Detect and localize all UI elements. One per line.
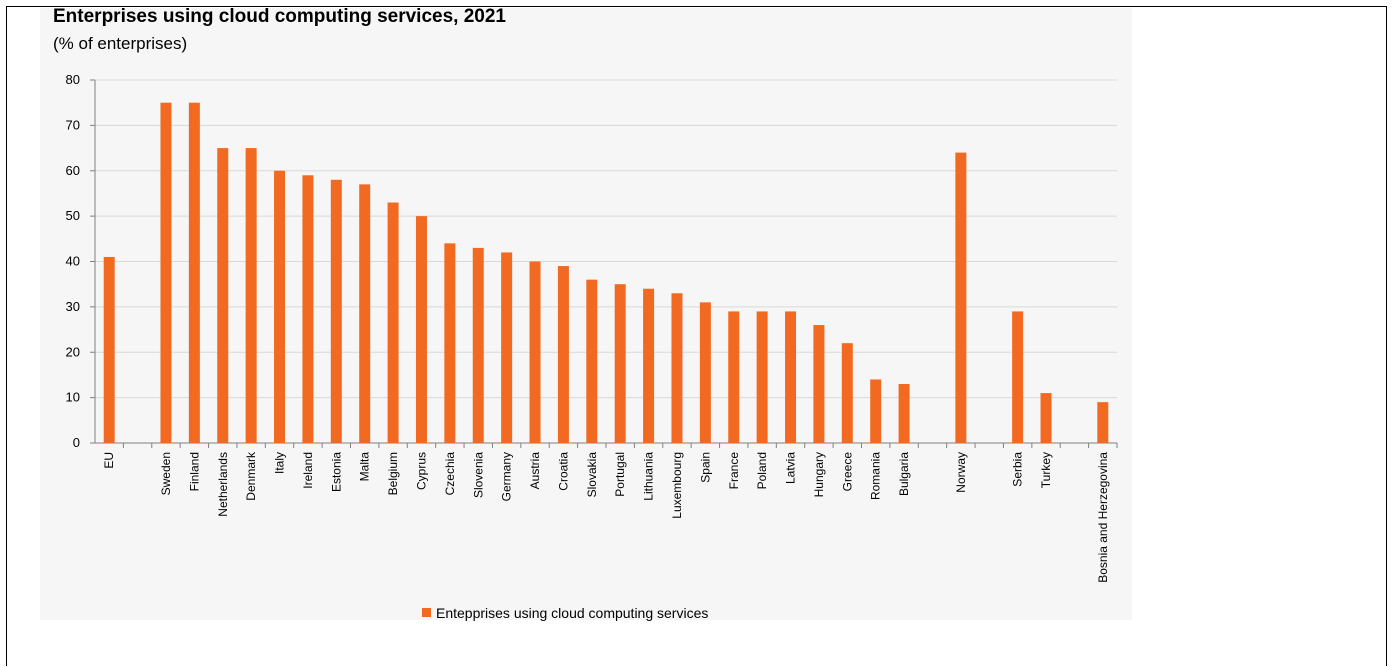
bar	[643, 288, 655, 443]
x-category-label: Netherlands	[216, 452, 230, 517]
x-category-label: Latvia	[784, 452, 798, 484]
bar	[387, 202, 399, 443]
bar	[472, 247, 484, 443]
bar	[415, 216, 427, 443]
x-category-label: Norway	[954, 452, 968, 493]
bar	[870, 379, 882, 443]
x-category-label: Bulgaria	[897, 452, 911, 496]
bar	[245, 148, 257, 443]
x-category-label: Ireland	[301, 452, 315, 489]
y-tick-label: 60	[66, 163, 80, 178]
bar	[813, 325, 825, 443]
x-category-label: Hungary	[812, 452, 826, 497]
bar	[898, 384, 910, 443]
x-category-label: Portugal	[613, 452, 627, 497]
x-category-label: Romania	[869, 452, 883, 500]
bar	[529, 261, 541, 443]
x-category-label: Cyprus	[414, 452, 428, 490]
y-tick-label: 80	[66, 72, 80, 87]
bar	[330, 179, 342, 443]
x-category-label: Turkey	[1039, 452, 1053, 488]
bar	[614, 284, 626, 443]
legend-label: Entepprises using cloud computing servic…	[436, 605, 708, 621]
bar	[1040, 393, 1052, 443]
x-category-label: France	[727, 452, 741, 490]
legend-swatch	[422, 608, 431, 617]
bar	[955, 152, 967, 443]
x-category-label: Sweden	[159, 452, 173, 495]
bar	[756, 311, 768, 443]
bar	[671, 293, 683, 443]
x-category-label: Finland	[187, 452, 201, 491]
bar	[586, 279, 598, 443]
y-tick-label: 10	[66, 390, 80, 405]
x-category-label: Denmark	[244, 451, 258, 501]
bar	[841, 343, 853, 443]
x-category-label: Spain	[698, 452, 712, 483]
x-category-label: Austria	[528, 452, 542, 490]
chart-frame	[6, 6, 1387, 666]
y-tick-label: 70	[66, 117, 80, 132]
bar	[160, 102, 172, 443]
x-category-label: Malta	[358, 452, 372, 482]
x-category-label: EU	[102, 452, 116, 469]
x-category-label: Germany	[500, 452, 514, 501]
chart-subtitle: (% of enterprises)	[53, 34, 188, 53]
bar	[557, 266, 569, 443]
bar	[501, 252, 513, 443]
x-category-label: Bosnia and Herzegovina	[1096, 452, 1110, 583]
bar	[274, 170, 286, 443]
x-category-label: Czechia	[443, 452, 457, 496]
y-tick-label: 0	[73, 435, 80, 450]
bar	[785, 311, 797, 443]
x-category-label: Croatia	[556, 452, 570, 491]
bar	[103, 256, 115, 443]
x-category-label: Luxembourg	[670, 452, 684, 519]
x-category-label: Estonia	[329, 452, 343, 492]
bar	[359, 184, 371, 444]
bar	[217, 148, 229, 443]
bar	[444, 243, 456, 443]
bar	[728, 311, 740, 443]
x-category-label: Italy	[273, 452, 287, 474]
bar	[699, 302, 711, 443]
x-category-label: Greece	[840, 452, 854, 492]
x-category-label: Slovenia	[471, 452, 485, 498]
bar	[188, 102, 200, 443]
x-category-label: Slovakia	[585, 452, 599, 498]
y-tick-label: 30	[66, 299, 80, 314]
bar	[1097, 402, 1109, 443]
y-tick-label: 50	[66, 208, 80, 223]
x-category-label: Serbia	[1011, 452, 1025, 487]
bar	[1012, 311, 1024, 443]
bar	[302, 175, 314, 443]
x-category-label: Poland	[755, 452, 769, 489]
x-category-label: Belgium	[386, 452, 400, 495]
y-tick-label: 40	[66, 254, 80, 269]
x-category-label: Lithuania	[642, 452, 656, 501]
chart-title: Enterprises using cloud computing servic…	[53, 6, 506, 27]
y-tick-label: 20	[66, 344, 80, 359]
